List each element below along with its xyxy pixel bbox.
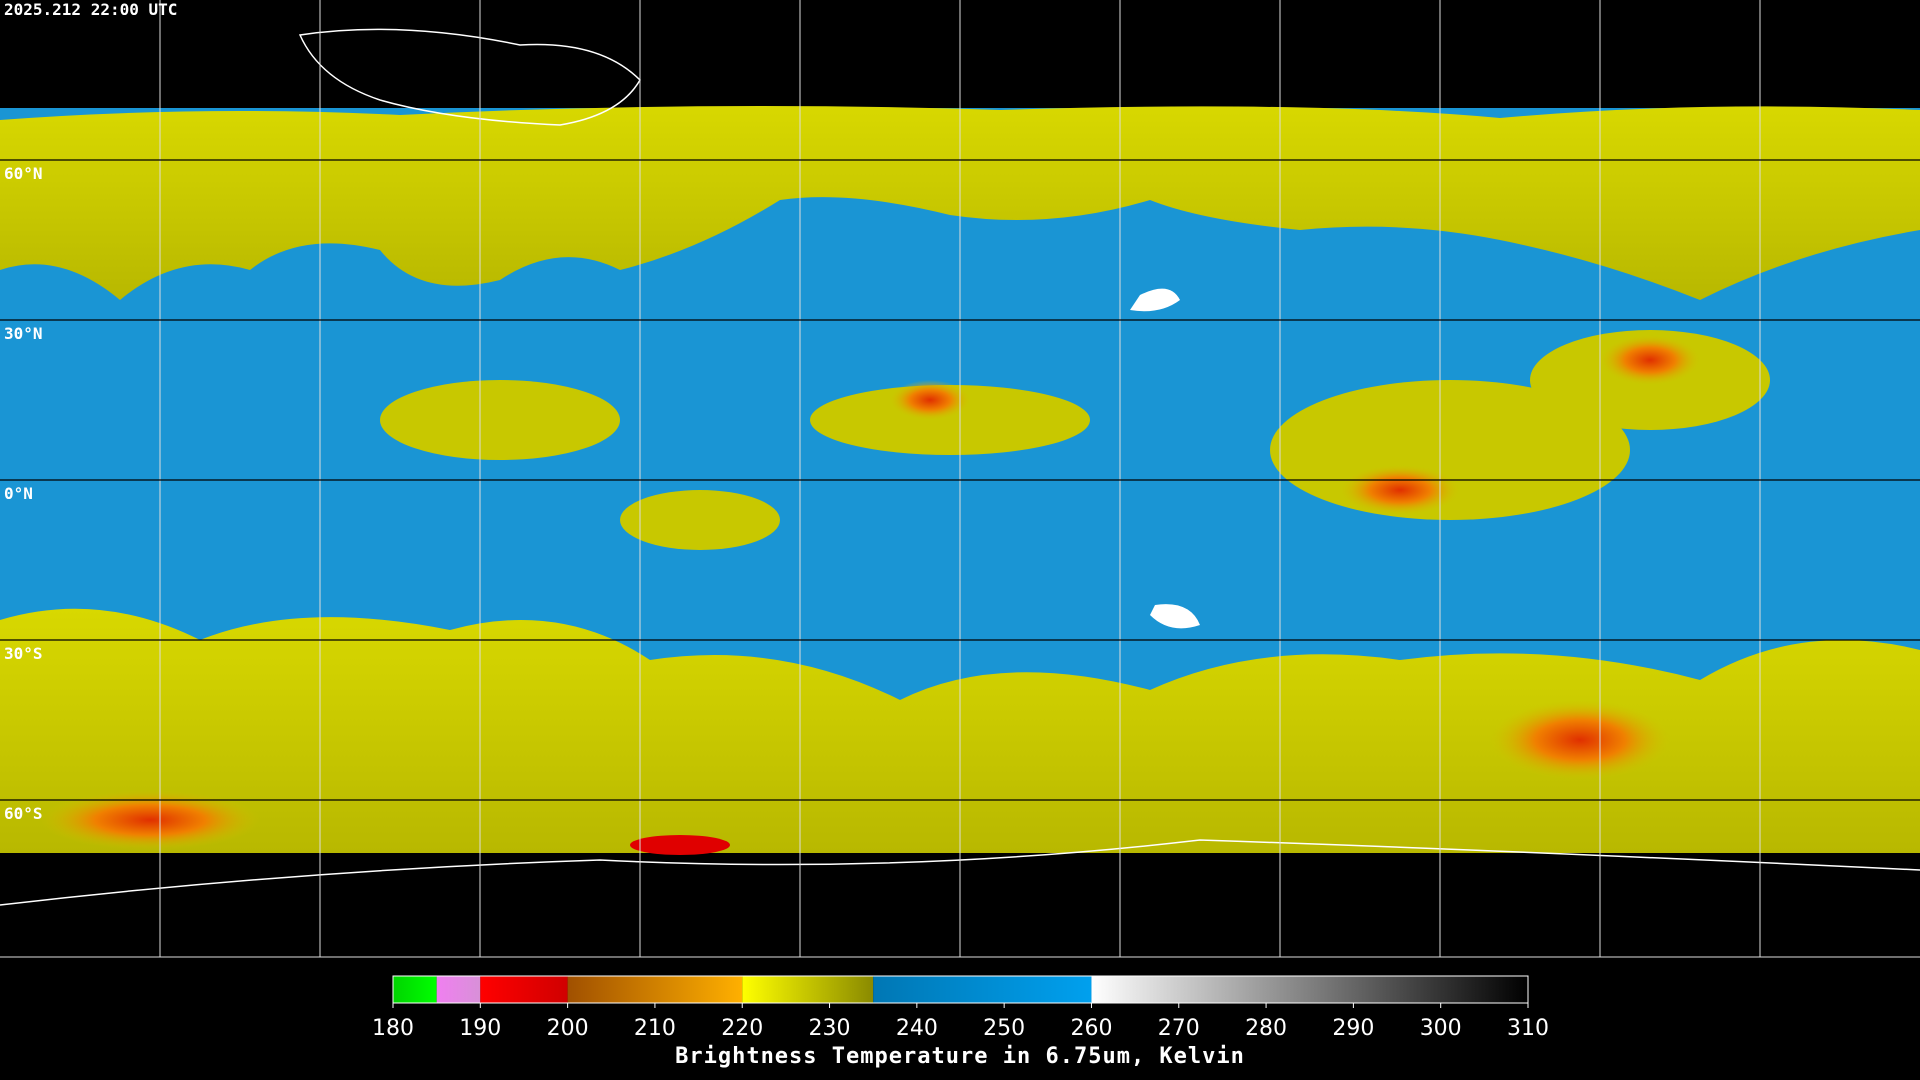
colorbar-tick-label: 260: [1070, 1016, 1112, 1041]
colorbar-tick-label: 190: [459, 1016, 501, 1041]
colorbar-tick-label: 280: [1245, 1016, 1287, 1041]
colorbar-tick-label: 290: [1332, 1016, 1374, 1041]
colorbar-segment: [742, 976, 874, 1003]
cold-spot: [630, 835, 730, 855]
colorbar-tick-label: 270: [1158, 1016, 1200, 1041]
colorbar-label: Brightness Temperature in 6.75um, Kelvin: [675, 1044, 1245, 1069]
timestamp: 2025.212 22:00 UTC: [4, 0, 177, 19]
colorbar-tick-label: 300: [1420, 1016, 1462, 1041]
colorbar-segment: [393, 976, 437, 1003]
convection: [1600, 335, 1700, 385]
colorbar-segment: [567, 976, 743, 1003]
antarctica-outline: [0, 839, 1920, 906]
moist-africa: [810, 385, 1090, 455]
lat-label: 30°N: [4, 324, 43, 343]
colorbar-segment: [873, 976, 1092, 1003]
colorbar-tick-label: 310: [1507, 1016, 1549, 1041]
convection: [1340, 465, 1460, 515]
colorbar-tick-label: 200: [547, 1016, 589, 1041]
dry-spot: [1130, 288, 1180, 312]
lat-label: 30°S: [4, 644, 43, 663]
convection: [890, 380, 970, 420]
greenland-outline: [298, 28, 641, 126]
lat-label: 0°N: [4, 484, 33, 503]
lat-label: 60°N: [4, 164, 43, 183]
colorbar-tick-label: 220: [721, 1016, 763, 1041]
lat-labels: 60°N 30°N 0°N 30°S 60°S: [4, 164, 43, 823]
moist-brazil: [620, 490, 780, 550]
colorbar-tick-label: 240: [896, 1016, 938, 1041]
colorbar-frame: [392, 975, 1529, 1004]
lat-label: 60°S: [4, 804, 43, 823]
dry-spot: [1150, 604, 1200, 629]
colorbar-segment: [1091, 976, 1528, 1003]
colorbar-segment: [480, 976, 568, 1003]
moist-caribbean: [380, 380, 620, 460]
convection: [1490, 700, 1670, 780]
convection: [40, 790, 260, 850]
colorbar-tick-label: 250: [983, 1016, 1025, 1041]
colorbar-tick-label: 180: [372, 1016, 414, 1041]
graticule: [0, 0, 1920, 958]
colorbar-tick-label: 210: [634, 1016, 676, 1041]
colorbar: 180 190 200 210 220 230 240 250 260 270 280 290 300 3…: [372, 975, 1549, 1041]
colorbar-tick-label: 230: [809, 1016, 851, 1041]
colorbar-segment: [436, 976, 481, 1003]
